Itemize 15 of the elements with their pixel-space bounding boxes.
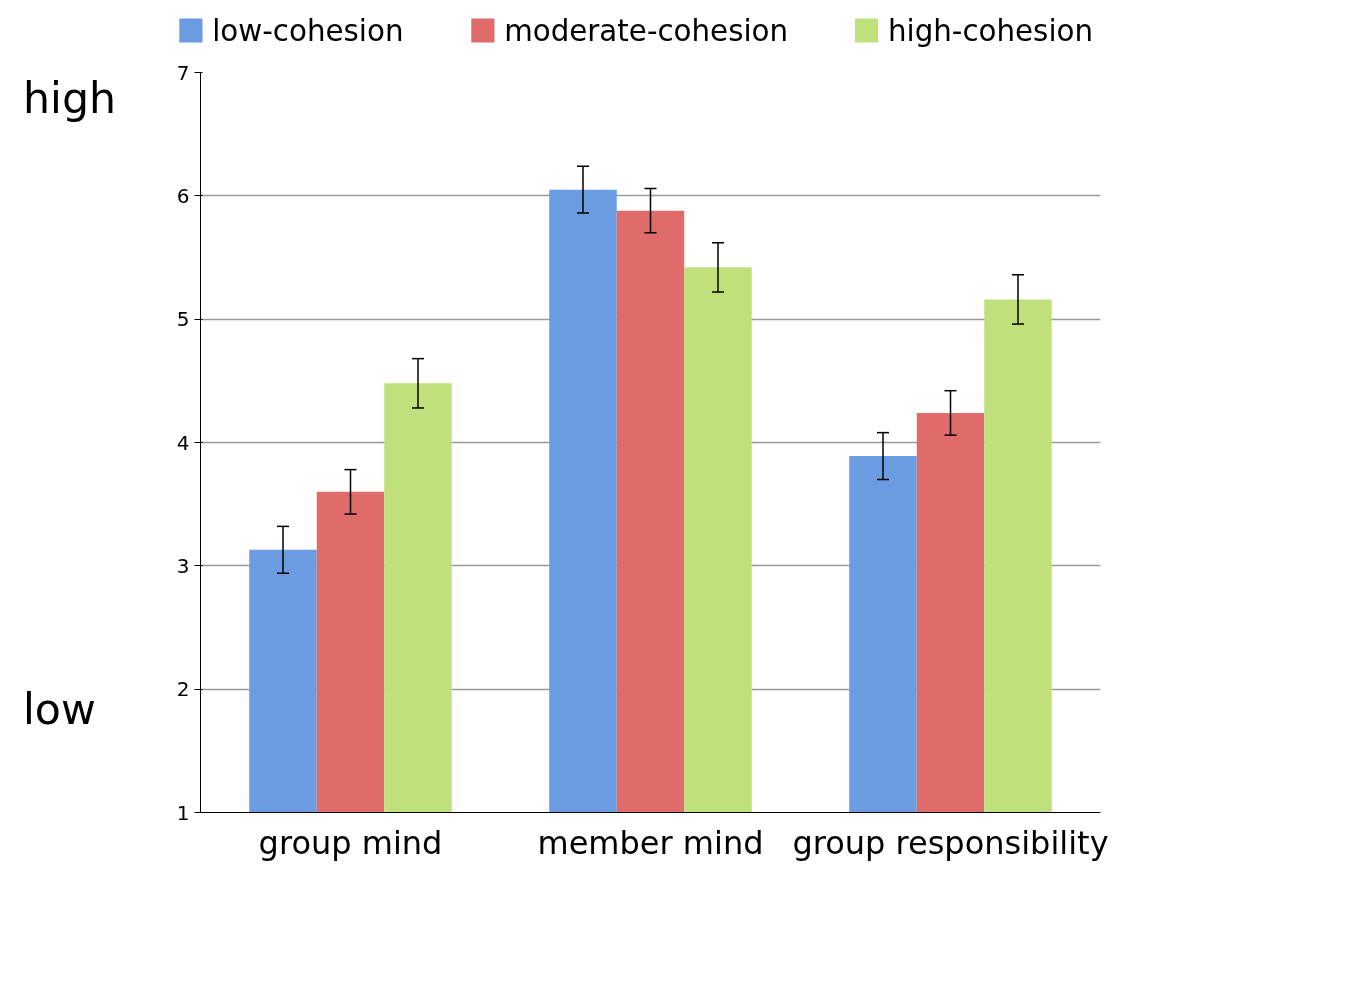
y-tick-label: 5	[176, 307, 190, 332]
legend-label: low-cohesion	[212, 13, 404, 48]
legend-label: high-cohesion	[887, 13, 1094, 48]
y-tick-label: 2	[176, 677, 190, 702]
y-tick-label: 6	[176, 183, 190, 208]
text: low	[23, 683, 96, 734]
legend-label: moderate-cohesion	[504, 13, 789, 48]
x-tick-label: group responsibility	[792, 823, 1109, 862]
y-tick-label: 3	[176, 553, 190, 578]
x-tick-label: group mind	[258, 823, 443, 862]
x-tick-label: member mind	[537, 823, 764, 862]
y-tick-label: 1	[176, 800, 190, 825]
text: high	[23, 72, 116, 123]
y-tick-label: 4	[176, 430, 190, 455]
y-tick-label: 7	[176, 60, 190, 85]
